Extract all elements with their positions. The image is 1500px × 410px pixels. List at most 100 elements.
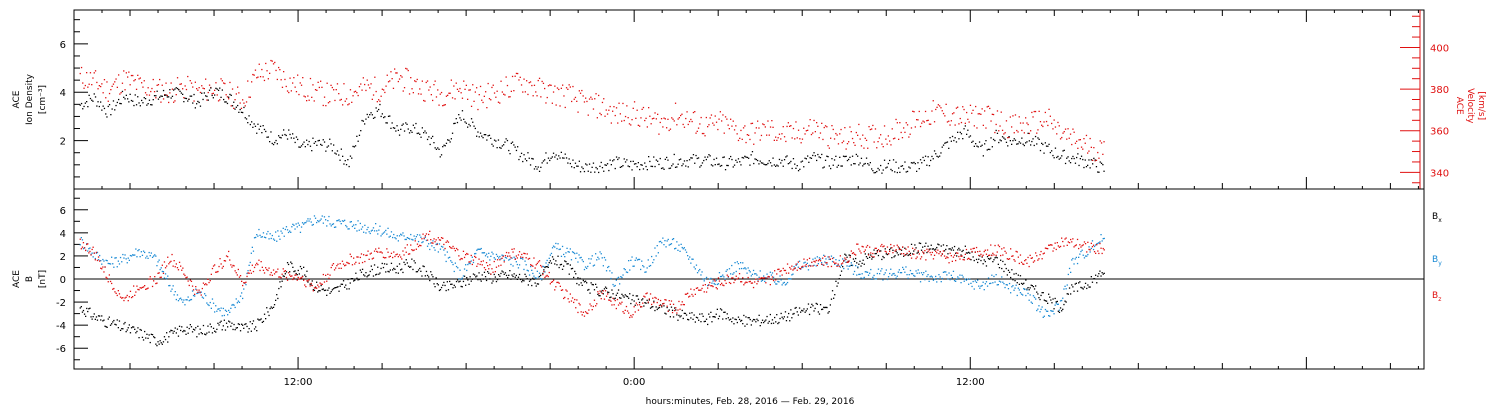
by-point xyxy=(678,244,680,246)
density-point xyxy=(969,135,972,137)
bz-point xyxy=(705,291,708,293)
bx-point xyxy=(449,280,451,283)
by-point xyxy=(287,231,290,234)
bz-point xyxy=(108,274,110,276)
velocity-point xyxy=(701,132,704,135)
density-point xyxy=(492,145,494,147)
velocity-point xyxy=(493,92,496,94)
bz-point xyxy=(97,256,100,258)
bx-point xyxy=(326,294,328,296)
bx-point xyxy=(220,320,222,322)
velocity-point xyxy=(950,120,952,122)
bz-point xyxy=(936,252,938,254)
by-point xyxy=(866,271,869,273)
bx-point xyxy=(332,288,335,290)
bx-point xyxy=(1100,275,1102,277)
bz-point xyxy=(741,281,743,283)
bx-point xyxy=(237,323,239,325)
by-point xyxy=(812,258,814,260)
bz-point xyxy=(122,297,124,299)
bz-point xyxy=(708,284,710,286)
density-point xyxy=(380,115,382,118)
bx-point xyxy=(571,267,574,270)
bx-point xyxy=(95,316,98,318)
velocity-point xyxy=(290,90,292,92)
by-point xyxy=(824,261,826,263)
density-point xyxy=(910,162,913,164)
bx-point xyxy=(1043,299,1045,301)
bz-point xyxy=(558,282,560,284)
bx-point xyxy=(402,271,404,274)
by-point xyxy=(690,262,692,264)
velocity-point xyxy=(992,113,995,116)
velocity-point xyxy=(509,96,511,98)
density-point xyxy=(1007,145,1009,147)
velocity-point xyxy=(135,88,138,90)
velocity-point xyxy=(1032,116,1034,118)
bz-point xyxy=(659,299,662,302)
density-point xyxy=(913,161,915,164)
density-point xyxy=(179,90,181,92)
by-point xyxy=(293,224,295,226)
by-point xyxy=(1076,262,1079,265)
density-point xyxy=(992,138,995,141)
bz-point xyxy=(599,290,601,292)
bz-point xyxy=(546,274,548,277)
velocity-point xyxy=(644,119,646,122)
density-point xyxy=(556,158,559,160)
velocity-point xyxy=(680,114,682,117)
velocity-point xyxy=(713,124,715,126)
by-point xyxy=(884,272,886,274)
bz-point xyxy=(118,293,121,295)
velocity-point xyxy=(776,139,778,141)
bz-point xyxy=(722,284,724,286)
by-point xyxy=(636,259,639,261)
bz-point xyxy=(1028,265,1030,268)
density-point xyxy=(895,161,897,163)
by-point xyxy=(698,270,700,272)
velocity-point xyxy=(976,127,978,129)
bz-point xyxy=(462,250,465,252)
bz-point xyxy=(760,277,763,279)
velocity-point xyxy=(175,94,177,96)
bx-point xyxy=(188,327,190,330)
bx-point xyxy=(471,278,473,280)
by-point xyxy=(646,267,648,269)
by-point xyxy=(626,271,629,274)
bx-point xyxy=(258,319,260,321)
bz-point xyxy=(115,292,117,294)
by-point xyxy=(813,264,815,266)
bz-point xyxy=(834,262,836,264)
bz-point xyxy=(170,260,172,262)
by-point xyxy=(1032,295,1035,297)
by-point xyxy=(377,233,379,235)
by-point xyxy=(398,235,401,237)
bx-point xyxy=(201,333,203,335)
density-point xyxy=(1052,154,1054,157)
bx-point xyxy=(827,312,829,314)
by-point xyxy=(565,252,567,254)
bz-point xyxy=(670,300,673,302)
bx-point xyxy=(361,268,364,270)
density-point xyxy=(485,134,487,136)
density-point xyxy=(454,122,456,124)
by-point xyxy=(239,295,242,297)
bx-point xyxy=(608,291,610,294)
bz-point xyxy=(566,290,568,292)
bx-point xyxy=(802,310,804,312)
density-point xyxy=(678,159,680,161)
density-point xyxy=(497,139,500,141)
bz-point xyxy=(681,301,683,303)
by-point xyxy=(523,268,525,271)
bz-point xyxy=(974,251,976,253)
bz-point xyxy=(410,244,412,246)
density-point xyxy=(1087,164,1089,166)
bx-point xyxy=(751,320,754,322)
bz-point xyxy=(495,266,498,268)
bx-point xyxy=(599,295,601,297)
bz-point xyxy=(836,265,838,267)
bz-point xyxy=(556,281,558,284)
bx-point xyxy=(838,278,840,280)
density-point xyxy=(975,143,977,145)
bz-point xyxy=(214,264,216,266)
